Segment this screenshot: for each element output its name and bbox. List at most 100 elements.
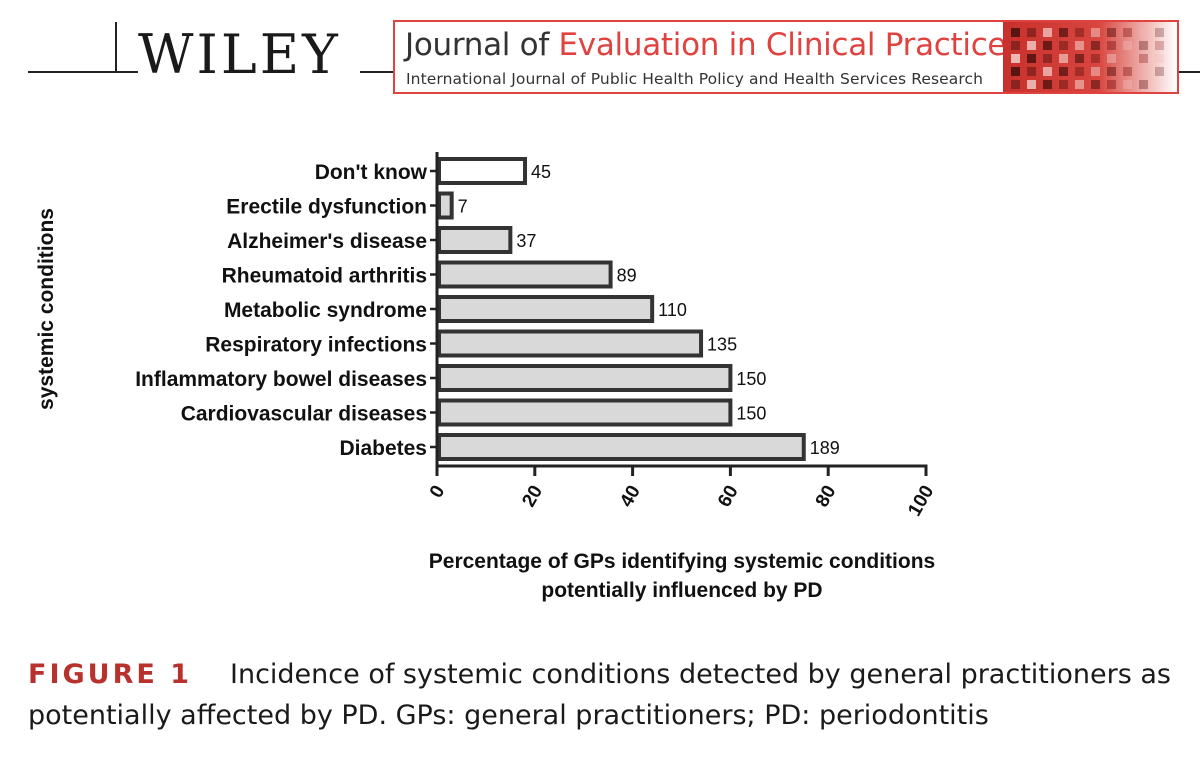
pattern-square	[1043, 67, 1052, 76]
bar-0	[437, 433, 806, 461]
pattern-square	[1075, 41, 1084, 50]
category-label-0: Diabetes	[339, 437, 427, 460]
bar-3	[437, 329, 704, 358]
x-axis-title-line2: potentially influenced by PD	[541, 579, 822, 602]
pattern-square	[1011, 28, 1020, 37]
figure-caption-text: Incidence of systemic conditions detecte…	[28, 659, 1171, 731]
pattern-square	[1059, 80, 1068, 89]
category-label-4: Metabolic syndrome	[224, 299, 427, 322]
pattern-square	[1027, 28, 1036, 37]
category-label-3: Respiratory infections	[205, 334, 427, 357]
category-label-1: Cardiovascular diseases	[181, 403, 427, 426]
pattern-square	[1107, 28, 1116, 37]
pattern-square	[1139, 80, 1148, 89]
pattern-square	[1155, 67, 1164, 76]
bar-2	[437, 364, 733, 392]
figure-label: FIGURE 1	[28, 659, 192, 690]
pattern-square	[1075, 67, 1084, 76]
data-label-2: 150	[736, 369, 766, 389]
pattern-square	[1027, 54, 1036, 63]
pattern-square	[1107, 54, 1116, 63]
header-rule-middle	[360, 71, 393, 73]
journal-title: Journal of Evaluation in Clinical Practi…	[405, 27, 1007, 63]
journal-banner: Journal of Evaluation in Clinical Practi…	[393, 20, 1179, 94]
category-label-2: Inflammatory bowel diseases	[135, 368, 427, 391]
pattern-square	[1011, 54, 1020, 63]
header-rule-tick	[115, 22, 117, 73]
pattern-square	[1107, 41, 1116, 50]
pattern-square	[1011, 67, 1020, 76]
category-label-8: Don't know	[315, 161, 428, 184]
pattern-square	[1139, 54, 1148, 63]
header-rule-left	[28, 71, 138, 73]
pattern-square	[1059, 67, 1068, 76]
pattern-square	[1123, 28, 1132, 37]
pattern-square	[1011, 80, 1020, 89]
y-axis-title-group: systemic conditions	[35, 208, 58, 410]
x-tick-label-2: 40	[616, 482, 645, 511]
pattern-square	[1091, 54, 1100, 63]
bars-group: 189 150 150 135 110 89 37 7 45	[437, 157, 840, 461]
pattern-square	[1059, 54, 1068, 63]
header-rule-right	[1179, 71, 1200, 73]
category-label-7: Erectile dysfunction	[226, 196, 427, 219]
pattern-square	[1123, 67, 1132, 76]
category-label-5: Rheumatoid arthritis	[222, 265, 427, 288]
data-label-0: 189	[810, 438, 840, 458]
x-tick-label-1: 20	[518, 482, 547, 511]
pattern-square	[1043, 41, 1052, 50]
pattern-square	[1091, 80, 1100, 89]
bar-5	[437, 260, 613, 289]
figure-caption: FIGURE 1 Incidence of systemic conditions…	[28, 654, 1178, 736]
pattern-square	[1059, 41, 1068, 50]
pattern-square	[1059, 28, 1068, 37]
bar-8	[437, 157, 528, 185]
data-label-8: 45	[531, 162, 551, 182]
category-label-6: Alzheimer's disease	[227, 230, 427, 253]
pattern-square	[1075, 54, 1084, 63]
pattern-square	[1123, 41, 1132, 50]
pattern-square	[1091, 41, 1100, 50]
bar-6	[437, 226, 513, 254]
pattern-square	[1155, 41, 1164, 50]
pattern-square	[1075, 28, 1084, 37]
wiley-logo: WILEY	[138, 23, 341, 86]
data-label-7: 7	[458, 197, 468, 217]
x-axis-title-line1: Percentage of GPs identifying systemic c…	[429, 550, 935, 573]
y-axis-title: systemic conditions	[35, 208, 58, 410]
data-label-5: 89	[617, 266, 637, 286]
pattern-square	[1043, 28, 1052, 37]
axes-group: Diabetes Cardiovascular diseases Inflammat…	[135, 152, 938, 520]
pattern-square	[1091, 28, 1100, 37]
pattern-square	[1139, 41, 1148, 50]
pattern-square	[1043, 80, 1052, 89]
pattern-square	[1155, 54, 1164, 63]
data-label-3: 135	[707, 335, 737, 355]
journal-title-plain: Journal of	[405, 27, 559, 63]
pattern-square	[1027, 80, 1036, 89]
data-label-6: 37	[516, 231, 536, 251]
journal-pattern-graphic	[1003, 22, 1177, 92]
bar-7	[437, 191, 454, 220]
pattern-square	[1107, 80, 1116, 89]
pattern-square	[1075, 80, 1084, 89]
x-tick-label-5: 100	[904, 482, 938, 520]
pattern-square	[1107, 67, 1116, 76]
journal-subtitle: International Journal of Public Health P…	[406, 70, 984, 88]
bar-1	[437, 398, 733, 427]
data-label-4: 110	[658, 300, 687, 320]
pattern-square	[1043, 54, 1052, 63]
pattern-square	[1139, 28, 1148, 37]
pattern-square	[1091, 67, 1100, 76]
x-tick-label-4: 80	[812, 482, 841, 511]
bar-4	[437, 295, 655, 323]
journal-title-accent: Evaluation in Clinical Practice	[558, 27, 1007, 63]
x-tick-label-3: 60	[714, 482, 743, 511]
bar-chart: systemic conditions 189 150 150 135 110 89 37 7…	[35, 152, 938, 602]
pattern-square	[1155, 28, 1164, 37]
pattern-square	[1027, 67, 1036, 76]
data-label-1: 150	[736, 404, 766, 424]
pattern-square	[1027, 41, 1036, 50]
pattern-square	[1123, 80, 1132, 89]
pattern-square	[1011, 41, 1020, 50]
